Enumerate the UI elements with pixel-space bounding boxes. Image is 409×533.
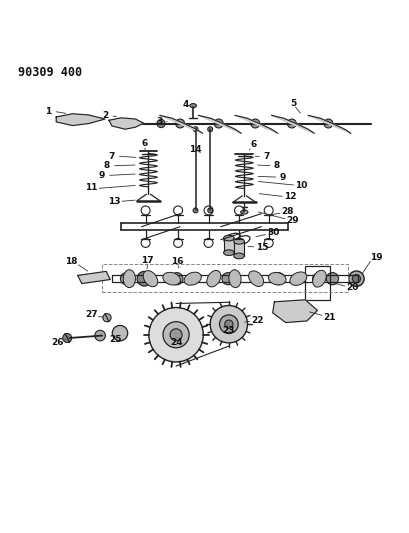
Bar xyxy=(224,238,234,253)
Text: 1: 1 xyxy=(45,107,51,116)
Bar xyxy=(234,241,244,256)
Ellipse shape xyxy=(249,271,263,286)
Circle shape xyxy=(353,274,360,282)
Circle shape xyxy=(225,320,233,328)
Circle shape xyxy=(120,272,133,285)
Ellipse shape xyxy=(190,103,196,108)
Text: 5: 5 xyxy=(291,99,297,108)
Circle shape xyxy=(193,127,198,132)
Text: 26: 26 xyxy=(51,338,64,348)
Ellipse shape xyxy=(224,250,234,255)
Circle shape xyxy=(312,273,323,284)
Text: 4: 4 xyxy=(183,100,189,109)
Text: 7: 7 xyxy=(263,152,270,161)
Circle shape xyxy=(324,119,333,128)
Text: 10: 10 xyxy=(295,181,308,190)
Text: 3: 3 xyxy=(157,117,163,126)
Circle shape xyxy=(63,334,72,343)
Circle shape xyxy=(220,315,238,334)
Polygon shape xyxy=(160,115,202,133)
Circle shape xyxy=(349,271,364,286)
Circle shape xyxy=(208,208,213,213)
Text: 17: 17 xyxy=(142,256,154,265)
Circle shape xyxy=(251,119,260,128)
Text: 24: 24 xyxy=(171,337,183,346)
Circle shape xyxy=(210,305,247,343)
Bar xyxy=(102,264,348,292)
Ellipse shape xyxy=(234,253,244,259)
Circle shape xyxy=(171,272,183,285)
Circle shape xyxy=(222,272,234,285)
Polygon shape xyxy=(109,118,144,129)
Text: 90309 400: 90309 400 xyxy=(18,67,82,79)
Circle shape xyxy=(214,119,223,128)
Text: 21: 21 xyxy=(324,313,336,322)
Text: 30: 30 xyxy=(267,228,280,237)
Circle shape xyxy=(137,271,152,286)
Text: 9: 9 xyxy=(279,173,285,182)
Bar xyxy=(305,265,330,300)
Text: 14: 14 xyxy=(189,145,202,154)
Polygon shape xyxy=(308,115,351,133)
Text: 23: 23 xyxy=(222,326,235,335)
Circle shape xyxy=(103,313,111,322)
Text: 8: 8 xyxy=(104,161,110,170)
Text: 6: 6 xyxy=(250,140,256,149)
Text: 16: 16 xyxy=(171,257,183,266)
Text: 6: 6 xyxy=(141,139,148,148)
Text: 12: 12 xyxy=(283,192,296,201)
Text: 22: 22 xyxy=(251,317,263,326)
Polygon shape xyxy=(235,115,278,133)
Text: 27: 27 xyxy=(85,310,98,319)
Text: 28: 28 xyxy=(281,207,294,216)
Circle shape xyxy=(272,272,285,285)
Text: 25: 25 xyxy=(110,335,122,344)
Circle shape xyxy=(163,322,189,348)
Ellipse shape xyxy=(313,270,326,287)
Circle shape xyxy=(288,119,296,128)
Circle shape xyxy=(193,208,198,213)
Circle shape xyxy=(288,306,298,316)
Text: 13: 13 xyxy=(108,197,121,206)
Polygon shape xyxy=(198,115,241,133)
Circle shape xyxy=(208,127,213,132)
Text: 8: 8 xyxy=(274,161,280,170)
Polygon shape xyxy=(78,271,110,284)
Text: 11: 11 xyxy=(85,183,98,192)
Text: 19: 19 xyxy=(371,253,383,262)
Ellipse shape xyxy=(224,235,234,241)
Text: 18: 18 xyxy=(65,257,78,266)
Ellipse shape xyxy=(240,210,248,214)
Ellipse shape xyxy=(123,270,135,288)
Ellipse shape xyxy=(268,272,286,285)
Ellipse shape xyxy=(229,270,241,288)
Ellipse shape xyxy=(143,271,158,287)
Text: 20: 20 xyxy=(346,283,359,292)
Text: 15: 15 xyxy=(256,243,268,252)
Text: 2: 2 xyxy=(102,111,108,120)
Ellipse shape xyxy=(234,238,244,244)
Ellipse shape xyxy=(207,270,221,287)
Circle shape xyxy=(112,326,128,341)
Circle shape xyxy=(175,119,184,128)
Circle shape xyxy=(95,330,106,341)
Polygon shape xyxy=(272,115,314,133)
Text: 9: 9 xyxy=(99,171,106,180)
Text: 29: 29 xyxy=(287,216,299,225)
Circle shape xyxy=(149,308,203,362)
Ellipse shape xyxy=(163,272,180,285)
Ellipse shape xyxy=(290,272,307,285)
Circle shape xyxy=(326,272,339,285)
Circle shape xyxy=(157,119,165,127)
Circle shape xyxy=(170,329,182,341)
Polygon shape xyxy=(56,114,105,126)
Text: 7: 7 xyxy=(109,151,115,160)
Polygon shape xyxy=(273,300,317,322)
Ellipse shape xyxy=(184,272,201,285)
